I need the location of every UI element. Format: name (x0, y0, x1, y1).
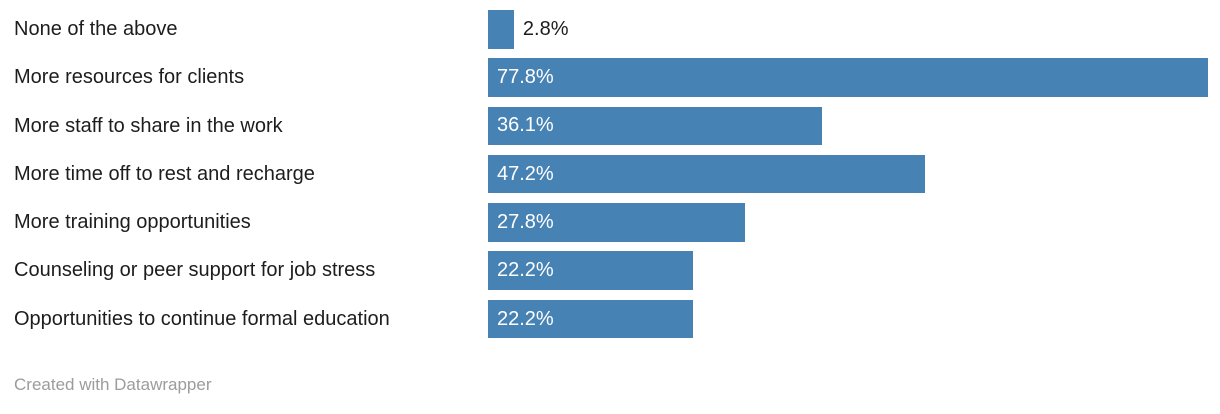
datawrapper-credit-link[interactable]: Created with Datawrapper (14, 375, 212, 394)
bar: 47.2% (488, 154, 925, 194)
category-label: More staff to share in the work (14, 114, 283, 137)
value-label: 2.8% (522, 17, 569, 40)
bar: 36.1% (488, 106, 823, 146)
value-label: 22.2% (497, 307, 554, 330)
chart-row: More resources for clients 77.8% (14, 58, 1208, 97)
bar: 27.8% (488, 203, 746, 242)
category-label: More training opportunities (14, 211, 251, 234)
bar-track: 36.1% (488, 106, 1208, 146)
bar: 22.2% (488, 251, 694, 290)
bar-track: 22.2% (488, 251, 1208, 290)
bar (488, 10, 514, 49)
category-label: None of the above (14, 18, 178, 40)
value-label: 27.8% (497, 210, 554, 233)
bar: 77.8% (488, 58, 1208, 97)
chart-row: More time off to rest and recharge 47.2% (14, 154, 1208, 194)
category-label: Opportunities to continue formal educati… (14, 307, 390, 330)
category-label: Counseling or peer support for job stres… (14, 259, 376, 282)
value-label: 36.1% (497, 114, 554, 137)
category-label: More resources for clients (14, 66, 245, 89)
chart-row: Counseling or peer support for job stres… (14, 251, 1208, 290)
bar-track: 2.8% (488, 10, 1208, 49)
bar-track: 77.8% (488, 58, 1208, 97)
chart-row: More training opportunities 27.8% (14, 203, 1208, 242)
chart-row: None of the above 2.8% (14, 10, 1208, 49)
value-label: 77.8% (497, 66, 554, 89)
bar-track: 22.2% (488, 299, 1208, 339)
chart-row: Opportunities to continue formal educati… (14, 299, 1208, 339)
category-label: More time off to rest and recharge (14, 162, 315, 185)
value-label: 47.2% (497, 162, 554, 185)
bar-track: 47.2% (488, 154, 1208, 194)
chart-row: More staff to share in the work 36.1% (14, 106, 1208, 146)
bar: 22.2% (488, 299, 694, 339)
bar-rows: None of the above 2.8% More resources fo… (14, 10, 1208, 348)
bar-track: 27.8% (488, 203, 1208, 242)
value-label: 22.2% (497, 259, 554, 282)
